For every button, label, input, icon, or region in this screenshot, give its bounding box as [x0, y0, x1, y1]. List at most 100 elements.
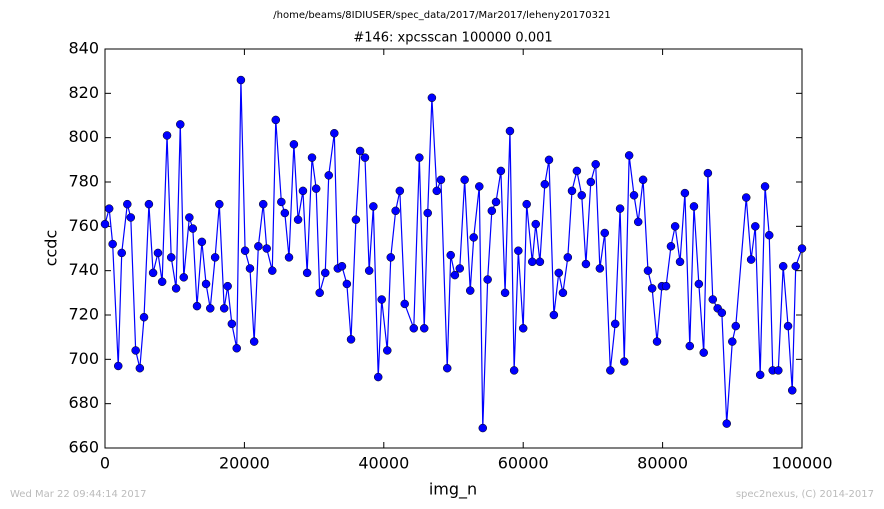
data-point: [215, 199, 224, 209]
data-point: [383, 346, 392, 355]
y-tick-label: 740: [68, 260, 99, 279]
data-point: [321, 268, 330, 278]
data-point: [699, 348, 708, 357]
data-point: [496, 166, 506, 176]
data-point: [409, 324, 419, 333]
data-point: [764, 230, 774, 240]
data-point: [615, 204, 625, 213]
data-point: [395, 186, 405, 196]
y-tick-label: 720: [68, 305, 99, 324]
data-point: [774, 366, 783, 375]
data-point: [162, 131, 172, 140]
data-point: [514, 246, 523, 255]
data-point: [689, 202, 699, 211]
data-point: [518, 324, 528, 333]
data-point: [797, 244, 807, 253]
data-point: [535, 257, 545, 267]
data-point: [475, 182, 484, 191]
data-point: [219, 304, 229, 313]
data-point: [245, 264, 255, 273]
data-point: [324, 171, 333, 180]
data-point: [465, 286, 475, 295]
data-point: [670, 222, 680, 231]
data-point: [778, 261, 788, 271]
data-point: [722, 419, 731, 428]
data-point: [360, 153, 370, 162]
data-point: [423, 208, 432, 218]
data-point: [787, 386, 797, 395]
data-point: [201, 279, 211, 289]
data-point: [661, 281, 671, 291]
y-tick-label: 840: [68, 39, 99, 58]
data-point: [157, 277, 167, 286]
data-point: [271, 115, 281, 125]
data-point: [567, 186, 577, 196]
data-point: [205, 304, 215, 313]
data-point: [694, 279, 704, 289]
data-point: [258, 199, 268, 209]
data-point: [117, 248, 126, 258]
y-tick-label: 680: [68, 393, 99, 412]
data-point: [139, 312, 149, 322]
data-point: [153, 248, 163, 258]
data-point: [606, 366, 615, 375]
x-tick-label: 0: [100, 454, 110, 473]
data-point: [188, 224, 198, 233]
x-axis-label: img_n: [429, 480, 477, 500]
data-point: [330, 128, 339, 138]
data-point: [289, 140, 299, 149]
data-point: [386, 253, 396, 262]
data-point: [505, 126, 515, 136]
data-point: [126, 213, 136, 222]
data-point: [236, 75, 246, 85]
data-point: [554, 268, 563, 278]
x-tick-label: 80000: [637, 454, 688, 473]
data-point: [600, 228, 609, 238]
data-point: [131, 346, 140, 355]
data-point: [751, 222, 760, 231]
data-point: [591, 160, 600, 169]
data-point: [210, 253, 220, 262]
data-point: [298, 186, 308, 196]
data-point: [337, 261, 347, 271]
data-point: [509, 366, 519, 375]
x-tick-label: 20000: [219, 454, 270, 473]
data-point: [703, 168, 713, 178]
data-point: [783, 321, 793, 331]
data-point: [284, 253, 294, 262]
data-point: [549, 310, 559, 320]
y-tick-label: 780: [68, 172, 99, 191]
data-point: [746, 255, 756, 264]
suptitle: /home/beams/8IDIUSER/spec_data/2017/Mar2…: [273, 10, 610, 21]
y-tick-label: 660: [68, 438, 99, 457]
data-point: [572, 166, 582, 176]
data-point: [179, 273, 189, 282]
data-point: [148, 268, 158, 278]
data-point: [415, 153, 424, 162]
data-point: [491, 197, 501, 207]
data-point: [277, 197, 286, 207]
data-point: [731, 321, 741, 331]
y-tick-label: 800: [68, 127, 99, 146]
data-point: [249, 337, 259, 346]
data-point: [620, 357, 629, 366]
data-point: [755, 370, 765, 380]
data-point: [432, 186, 442, 196]
data-point: [223, 281, 232, 291]
data-point: [254, 242, 263, 251]
data-point: [293, 215, 303, 224]
footer-left: Wed Mar 22 09:44:14 2017: [10, 489, 146, 500]
data-point: [355, 146, 365, 156]
data-point: [427, 93, 437, 103]
data-point: [483, 275, 492, 284]
y-axis-label: ccdc: [42, 230, 61, 267]
data-point: [166, 253, 176, 262]
data-point: [610, 319, 620, 329]
data-point: [500, 288, 510, 298]
data-point: [478, 423, 488, 433]
data-point: [595, 264, 605, 273]
data-point: [563, 253, 573, 262]
data-point: [577, 191, 586, 200]
data-point: [373, 372, 383, 382]
